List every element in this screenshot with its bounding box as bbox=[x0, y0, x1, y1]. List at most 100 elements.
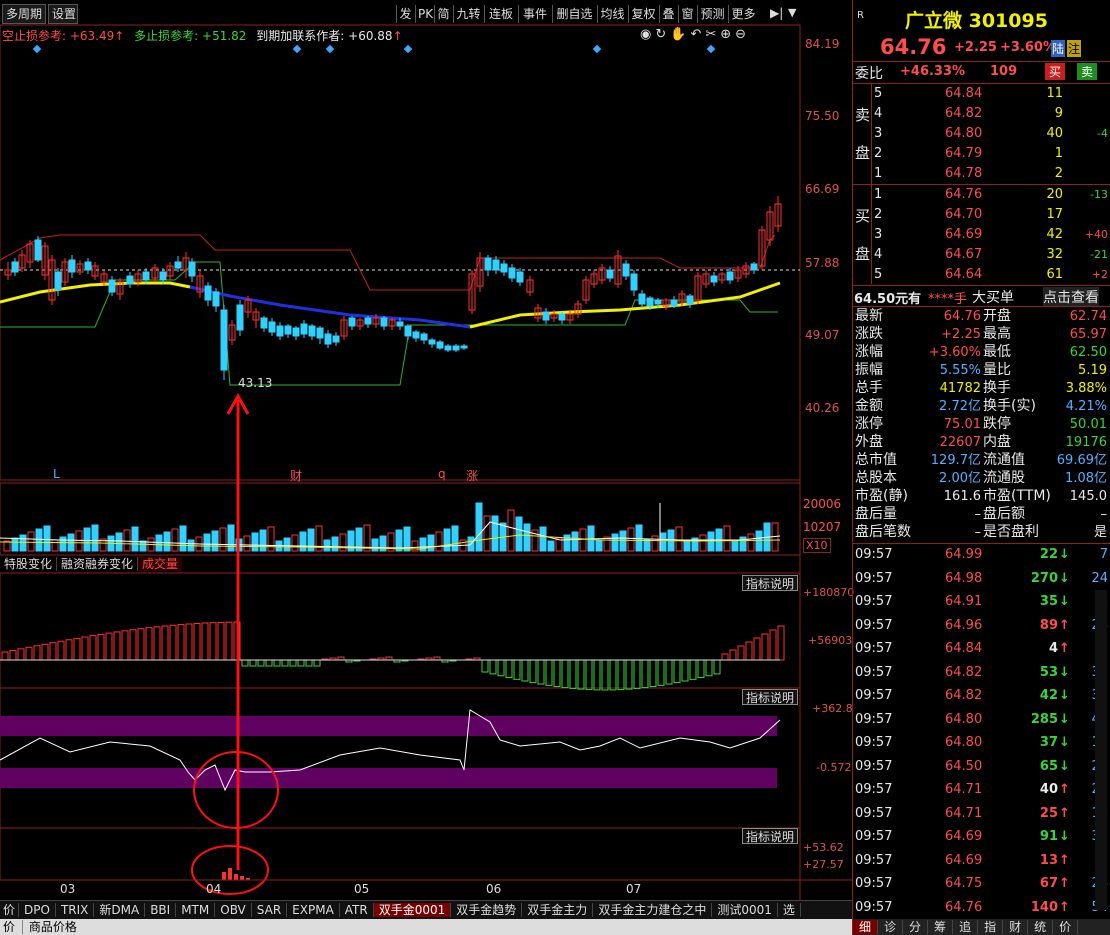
indicator-tab[interactable]: 新DMA bbox=[94, 903, 146, 917]
volume-bar bbox=[347, 530, 355, 552]
toolbar-button[interactable]: 均线 bbox=[597, 5, 627, 23]
toolbar-button[interactable]: 连板 bbox=[484, 5, 517, 23]
sell-button[interactable]: 卖 bbox=[1077, 63, 1098, 80]
asks-level[interactable]: 1 64.78 2 bbox=[874, 166, 1063, 181]
bids-level[interactable]: 5 64.64 61 +2 bbox=[874, 267, 1108, 282]
buy-button[interactable]: 买 bbox=[1045, 63, 1066, 80]
kline-chart[interactable] bbox=[0, 0, 853, 935]
indicator-tab[interactable]: EXPMA bbox=[287, 903, 340, 917]
indicator-tab[interactable]: ATR bbox=[339, 903, 374, 917]
toolbar-button[interactable]: 更多 bbox=[728, 5, 758, 23]
chart-tools[interactable]: ◉↻✋↶✂⊕⊖ bbox=[640, 27, 750, 42]
toolbar-button[interactable]: 多周期 bbox=[2, 4, 46, 24]
asks-level[interactable]: 4 64.82 9 bbox=[874, 106, 1063, 121]
volume-bar bbox=[531, 529, 539, 552]
toolbar-button[interactable]: 窗 bbox=[678, 5, 696, 23]
panel-tab[interactable]: 财 bbox=[1003, 920, 1029, 934]
toolbar-button[interactable]: 叠 bbox=[659, 5, 677, 23]
quote-row: 涨跌 +2.25 最高 65.97 bbox=[855, 326, 1107, 342]
indicator-bar bbox=[41, 643, 49, 661]
toolbar-button[interactable]: 九转 bbox=[453, 5, 483, 23]
quote-row: 总股本 2.00亿 流通股 1.08亿 bbox=[855, 470, 1107, 486]
indicator-help-button[interactable]: 指标说明 bbox=[741, 689, 798, 705]
toolbar-button[interactable]: 发 bbox=[396, 5, 414, 23]
indicator-help-button[interactable]: 指标说明 bbox=[741, 828, 798, 844]
candle-body bbox=[244, 299, 252, 313]
panel-tab[interactable]: 统 bbox=[1028, 920, 1054, 934]
bids-level[interactable]: 4 64.67 32 -21 bbox=[874, 247, 1108, 262]
panel-tab[interactable]: 指 bbox=[978, 920, 1004, 934]
candle-body bbox=[428, 339, 436, 345]
panel-tab[interactable]: 分 bbox=[903, 920, 929, 934]
indicator-tab[interactable]: 双手金主力建仓之中 bbox=[593, 903, 713, 917]
tab-margin[interactable]: 融资融券变化 bbox=[57, 557, 139, 571]
indicator-bar bbox=[601, 659, 609, 691]
event-q[interactable]: q bbox=[438, 467, 446, 481]
event-finance[interactable]: 财 bbox=[290, 469, 303, 483]
asks-level[interactable]: 2 64.79 1 bbox=[874, 146, 1063, 161]
indicator-tab[interactable]: 双手金趋势 bbox=[451, 903, 523, 917]
price-tick: 84.19 bbox=[805, 37, 840, 51]
indicator-tab[interactable]: SAR bbox=[251, 903, 288, 917]
panel-tab[interactable]: 筹 bbox=[928, 920, 954, 934]
volume-bar bbox=[515, 516, 523, 552]
indicator-bar bbox=[185, 623, 193, 661]
panel-frame bbox=[0, 24, 801, 481]
indicator-tab[interactable]: 双手金0001 bbox=[373, 903, 452, 917]
candle-body bbox=[702, 273, 710, 285]
volume-bar bbox=[563, 534, 571, 552]
panel-tab[interactable]: 细 bbox=[853, 920, 879, 934]
indicator-bar bbox=[234, 874, 238, 880]
panel-tab[interactable]: 追 bbox=[953, 920, 979, 934]
indicator-bar bbox=[617, 659, 625, 691]
indicator-tab[interactable]: MTM bbox=[176, 903, 216, 917]
volume-bar bbox=[659, 532, 667, 552]
volume-bar bbox=[387, 532, 395, 552]
toolbar-button[interactable]: 复权 bbox=[628, 5, 658, 23]
tag-hk-connect[interactable]: 陆 bbox=[1051, 40, 1066, 57]
tab-prev[interactable]: 价 bbox=[0, 903, 20, 917]
indicator-help-button[interactable]: 指标说明 bbox=[741, 575, 798, 591]
click-view-button[interactable]: 点击查看 bbox=[1043, 287, 1099, 307]
ind2-axis-high: +362.8 bbox=[812, 702, 853, 715]
annotation-arrowhead bbox=[226, 392, 250, 415]
toolbar-button[interactable]: 设置 bbox=[48, 4, 78, 24]
indicator-tab[interactable]: DPO bbox=[19, 903, 56, 917]
asks-level[interactable]: 3 64.80 40 -4 bbox=[874, 126, 1108, 141]
dropdown-icon[interactable]: ▼ bbox=[788, 6, 797, 19]
toolbar-button[interactable]: 简 bbox=[434, 5, 452, 23]
indicator-bar bbox=[545, 659, 553, 686]
event-zhang[interactable]: 涨 bbox=[466, 469, 479, 483]
panel-tab[interactable]: 诊 bbox=[878, 920, 904, 934]
candle-body bbox=[606, 269, 614, 279]
event-L[interactable]: L bbox=[53, 467, 60, 481]
next-icon[interactable]: ▶| bbox=[770, 6, 784, 20]
indicator-tab[interactable]: TRIX bbox=[55, 903, 95, 917]
indicator-tab[interactable]: OBV bbox=[215, 903, 252, 917]
toolbar-button[interactable]: 删自选 bbox=[552, 5, 596, 23]
toolbar-button[interactable]: 预测 bbox=[697, 5, 727, 23]
indicator-tab[interactable]: 测试0001 bbox=[712, 903, 778, 917]
indicator-tab[interactable]: 选 bbox=[777, 903, 801, 917]
bids-level[interactable]: 2 64.70 17 bbox=[874, 207, 1063, 222]
tick-scrollbar[interactable] bbox=[1095, 590, 1107, 910]
panel-tab[interactable]: 价 bbox=[1053, 920, 1079, 934]
asks-level[interactable]: 5 64.84 11 bbox=[874, 86, 1063, 101]
tab-volume[interactable]: 成交量 bbox=[138, 557, 183, 571]
indicator-tab[interactable]: BBI bbox=[145, 903, 177, 917]
bids-level[interactable]: 1 64.76 20 -13 bbox=[874, 187, 1108, 202]
arrow-down-icon: ↓ bbox=[1059, 547, 1070, 562]
candle-body bbox=[598, 267, 606, 281]
tag-registered[interactable]: 注 bbox=[1067, 40, 1082, 57]
toolbar-button[interactable]: 事件 bbox=[518, 5, 551, 23]
bids-level[interactable]: 3 64.69 42 +40 bbox=[874, 227, 1108, 242]
indicator-bar bbox=[657, 659, 665, 686]
indicator-bar bbox=[705, 659, 713, 677]
tab-special-holdings[interactable]: 特股变化 bbox=[0, 557, 58, 571]
toolbar-button[interactable]: PK bbox=[415, 5, 433, 23]
candle-body bbox=[54, 271, 62, 291]
indicator-tab[interactable]: 双手金主力 bbox=[522, 903, 594, 917]
